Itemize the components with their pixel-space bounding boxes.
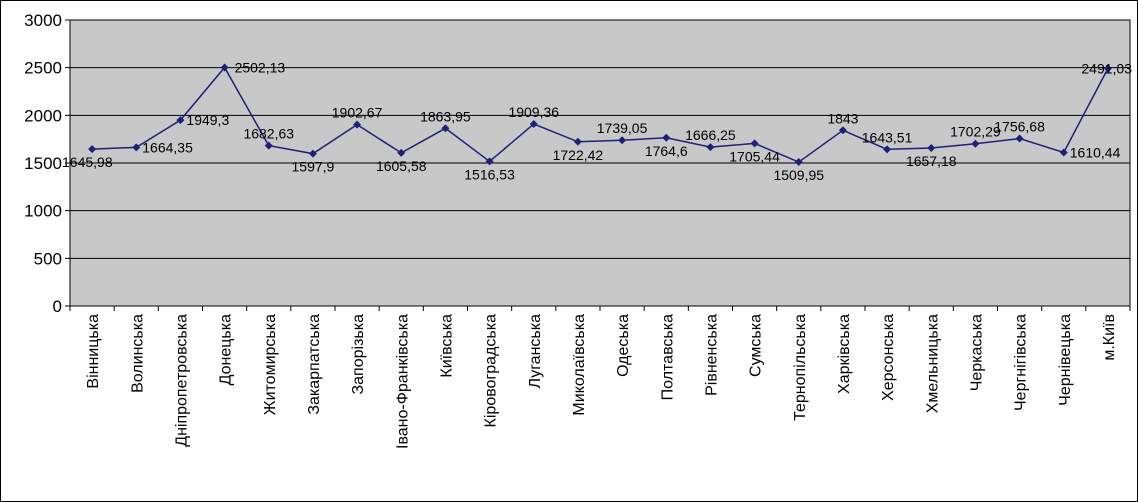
data-label: 1643,51 xyxy=(862,129,913,145)
data-label: 1909,36 xyxy=(508,104,559,120)
x-tick-label: м.Київ xyxy=(1101,314,1118,361)
data-point-marker xyxy=(176,116,185,125)
series-markers xyxy=(88,63,1112,167)
data-point-marker xyxy=(529,119,538,128)
x-tick-label: Сумська xyxy=(748,314,765,377)
x-tick-label: Дніпропетровська xyxy=(173,314,190,447)
x-tick-label: Волинська xyxy=(129,314,146,393)
data-label: 1645,98 xyxy=(62,154,113,170)
data-point-marker xyxy=(750,139,759,148)
y-tick-label: 3000 xyxy=(24,11,62,30)
data-label: 1722,42 xyxy=(553,147,604,163)
data-label: 1597,9 xyxy=(292,159,335,175)
data-label: 1702,29 xyxy=(950,124,1001,140)
data-label: 1705,44 xyxy=(729,148,780,164)
data-label: 1949,3 xyxy=(186,112,229,128)
data-point-marker xyxy=(220,63,229,72)
x-tick-label: Чергнігівська xyxy=(1013,314,1030,411)
data-point-marker xyxy=(132,143,141,152)
data-point-marker xyxy=(971,139,980,148)
data-labels: 1645,98 1664,35 1949,3 2502,13 1682,63 1597,9… xyxy=(62,59,1132,183)
y-tick-label: 500 xyxy=(34,249,62,268)
data-point-marker xyxy=(1103,64,1112,73)
data-label: 1516,53 xyxy=(464,166,515,182)
data-point-marker xyxy=(88,145,97,154)
series-line xyxy=(92,66,1109,163)
data-label: 1666,25 xyxy=(685,127,736,143)
y-axis: 0 500 1000 1500 2000 2500 3000 xyxy=(24,11,70,316)
x-tick-label: Херсонська xyxy=(880,314,897,401)
data-point-marker xyxy=(353,120,362,129)
data-label: 2502,13 xyxy=(235,59,286,75)
data-point-marker xyxy=(485,157,494,166)
x-tick-label: Запорізька xyxy=(350,314,367,395)
data-point-marker xyxy=(1059,148,1068,157)
data-label: 1682,63 xyxy=(243,126,294,142)
y-tick-label: 1000 xyxy=(24,202,62,221)
x-tick-label: Закарпатська xyxy=(306,314,323,415)
x-axis: Вінницька Волинська Дніпропетровська Донець… xyxy=(69,306,1131,449)
x-tick-label: Луганська xyxy=(527,314,544,389)
data-label: 2491,03 xyxy=(1081,61,1132,77)
data-point-marker xyxy=(397,148,406,157)
data-label: 1739,05 xyxy=(597,120,648,136)
x-tick-label: Рівненська xyxy=(703,314,720,396)
data-point-marker xyxy=(618,136,627,145)
data-point-marker xyxy=(794,158,803,167)
data-label: 1657,18 xyxy=(906,153,957,169)
y-tick-label: 2000 xyxy=(24,106,62,125)
data-point-marker xyxy=(264,141,273,150)
x-tick-label: Миколаївська xyxy=(571,314,588,416)
data-label: 1843 xyxy=(827,110,858,126)
data-point-marker xyxy=(662,133,671,142)
data-label: 1664,35 xyxy=(142,139,193,155)
data-point-marker xyxy=(706,143,715,152)
data-point-marker xyxy=(573,137,582,146)
data-point-marker xyxy=(441,124,450,133)
x-tick-label: Івано-Франківська xyxy=(394,314,411,449)
data-point-marker xyxy=(838,126,847,135)
data-label: 1756,68 xyxy=(994,119,1045,135)
data-label: 1902,67 xyxy=(332,105,383,121)
series-polyline xyxy=(92,66,1109,163)
y-tick-label: 1500 xyxy=(24,154,62,173)
x-tick-label: Тернопільська xyxy=(792,314,809,421)
x-tick-label: Київська xyxy=(438,314,455,378)
x-tick-label: Житомирська xyxy=(262,314,279,415)
x-tick-label: Хмельницька xyxy=(924,314,941,413)
data-label: 1610,44 xyxy=(1070,144,1121,160)
x-tick-label: Черкаська xyxy=(968,314,985,391)
data-label: 1509,95 xyxy=(773,167,824,183)
y-tick-label: 2500 xyxy=(24,59,62,78)
data-label: 1605,58 xyxy=(376,158,427,174)
x-tick-label: Харківська xyxy=(836,314,853,394)
x-tick-label: Одеська xyxy=(615,314,632,377)
data-point-marker xyxy=(883,145,892,154)
gridlines xyxy=(70,67,1130,259)
y-tick-label: 0 xyxy=(53,297,62,316)
x-tick-label: Кіровоградська xyxy=(483,314,500,428)
x-tick-label: Донецька xyxy=(218,314,235,386)
x-tick-label: Чернівецька xyxy=(1057,314,1074,406)
x-tick-label: Полтавська xyxy=(659,314,676,400)
data-point-marker xyxy=(308,149,317,158)
data-label: 1764,6 xyxy=(645,143,688,159)
data-point-marker xyxy=(1015,134,1024,143)
x-tick-label: Вінницька xyxy=(85,314,102,389)
data-point-marker xyxy=(927,144,936,153)
data-label: 1863,95 xyxy=(420,108,471,124)
